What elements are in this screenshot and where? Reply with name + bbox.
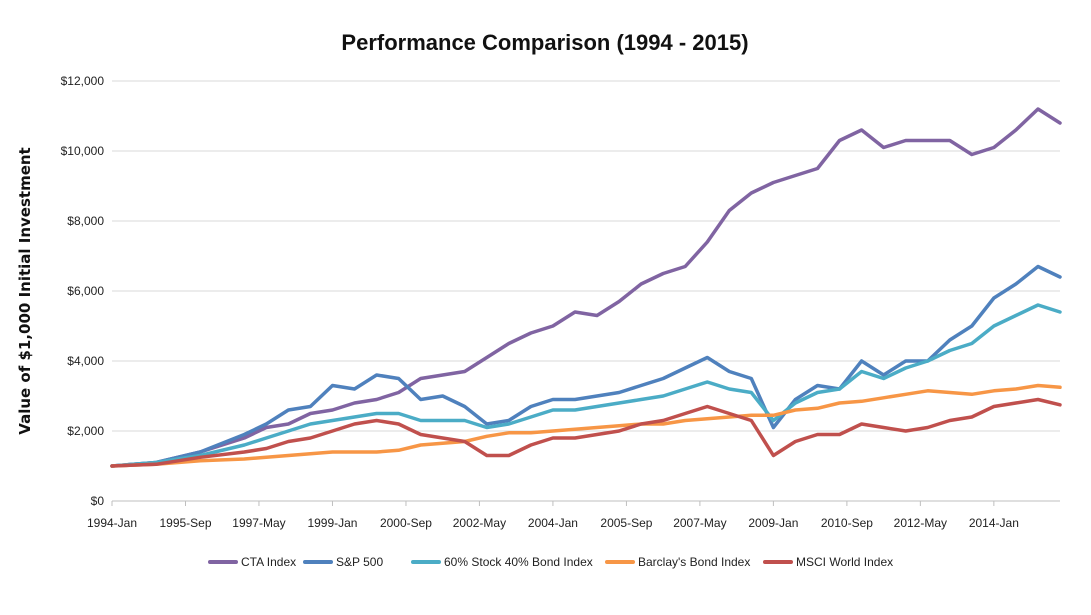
x-tick-label: 2002-May	[453, 516, 506, 530]
y-tick-label: $10,000	[61, 144, 105, 158]
series-line-2	[110, 264, 1062, 468]
y-axis-ticks: $0 $2,000 $4,000 $6,000 $8,000 $10,000 $12,000	[61, 74, 105, 508]
x-tick-label: 2009-Jan	[748, 516, 798, 530]
legend-label: CTA Index	[241, 555, 296, 569]
legend-item: Barclay's Bond Index	[605, 555, 750, 569]
legend-label: MSCI World Index	[796, 555, 893, 569]
legend-item: S&P 500	[303, 555, 383, 569]
y-axis-label: Value of $1,000 Initial Investment	[16, 147, 34, 434]
gridlines	[112, 80, 1060, 502]
y-tick-label: $12,000	[61, 74, 105, 88]
legend-item: MSCI World Index	[763, 555, 893, 569]
y-tick-label: $2,000	[67, 424, 104, 438]
x-tick-label: 1997-May	[232, 516, 285, 530]
series-line-3	[110, 303, 1062, 468]
legend-item: 60% Stock 40% Bond Index	[411, 555, 593, 569]
series-line-4	[110, 383, 1062, 468]
x-tick-label: 2000-Sep	[380, 516, 432, 530]
y-tick-label: $0	[91, 494, 105, 508]
chart-title: Performance Comparison (1994 - 2015)	[341, 30, 748, 55]
x-tick-label: 2010-Sep	[821, 516, 873, 530]
series-lines	[110, 107, 1062, 468]
x-tick-label: 1994-Jan	[87, 516, 137, 530]
legend-label: 60% Stock 40% Bond Index	[444, 555, 593, 569]
x-tick-label: 2007-May	[673, 516, 726, 530]
x-tick-label: 2005-Sep	[600, 516, 652, 530]
y-tick-label: $8,000	[67, 214, 104, 228]
legend: CTA Index S&P 500 60% Stock 40% Bond Index…	[208, 555, 893, 569]
series-line-5	[110, 397, 1062, 468]
x-tick-label: 1999-Jan	[307, 516, 357, 530]
x-tick-label: 2012-May	[894, 516, 947, 530]
x-tick-label: 1995-Sep	[159, 516, 211, 530]
x-tick-label: 2004-Jan	[528, 516, 578, 530]
x-tick-label: 2014-Jan	[969, 516, 1019, 530]
legend-label: S&P 500	[336, 555, 383, 569]
legend-item: CTA Index	[208, 555, 296, 569]
legend-label: Barclay's Bond Index	[638, 555, 750, 569]
series-line-1	[110, 107, 1062, 468]
x-axis-ticks: 1994-Jan 1995-Sep 1997-May 1999-Jan 2000-Sep…	[87, 501, 1019, 530]
y-tick-label: $4,000	[67, 354, 104, 368]
y-tick-label: $6,000	[67, 284, 104, 298]
